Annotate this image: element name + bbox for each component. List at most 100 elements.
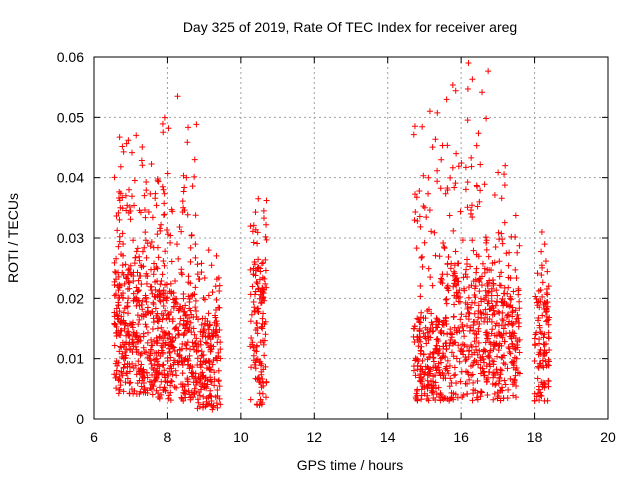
- data-point: [188, 373, 195, 380]
- data-point: [425, 265, 432, 272]
- data-point: [116, 134, 123, 141]
- data-point: [116, 386, 123, 393]
- data-point: [476, 320, 483, 327]
- data-point: [440, 240, 447, 247]
- data-point: [545, 283, 552, 290]
- data-point: [136, 207, 143, 214]
- data-point: [215, 334, 222, 341]
- data-point: [120, 241, 127, 248]
- data-point: [154, 325, 161, 332]
- data-point: [501, 171, 508, 178]
- data-point: [508, 233, 515, 240]
- data-point: [444, 185, 451, 192]
- data-point: [438, 156, 445, 163]
- data-point: [489, 260, 496, 267]
- data-point: [457, 316, 464, 323]
- x-tick-label: 6: [90, 429, 98, 445]
- data-point: [483, 379, 490, 386]
- data-point: [432, 397, 439, 404]
- data-point: [514, 311, 521, 318]
- data-point: [253, 320, 260, 327]
- data-point: [531, 358, 538, 365]
- data-point: [496, 273, 503, 280]
- data-point: [148, 238, 155, 245]
- data-point: [113, 330, 120, 337]
- data-point: [492, 243, 499, 250]
- data-point: [125, 331, 132, 338]
- data-point: [111, 259, 118, 266]
- data-point: [194, 271, 201, 278]
- data-point: [488, 285, 495, 292]
- data-point: [443, 365, 450, 372]
- data-point: [113, 269, 120, 276]
- data-point: [260, 259, 267, 266]
- data-point: [505, 321, 512, 328]
- data-point: [478, 298, 485, 305]
- data-point: [470, 379, 477, 386]
- data-point: [138, 157, 145, 164]
- data-point: [412, 395, 419, 402]
- data-point: [119, 230, 126, 237]
- data-point: [491, 192, 498, 199]
- data-point: [476, 288, 483, 295]
- data-point: [195, 347, 202, 354]
- data-point: [508, 320, 515, 327]
- data-point: [111, 292, 118, 299]
- data-point: [422, 363, 429, 370]
- data-point: [251, 261, 258, 268]
- data-point: [516, 370, 523, 377]
- data-point: [414, 333, 421, 340]
- data-point: [440, 343, 447, 350]
- data-point: [430, 349, 437, 356]
- data-point: [429, 282, 436, 289]
- data-point: [429, 350, 436, 357]
- data-point: [542, 309, 549, 316]
- data-point: [455, 163, 462, 170]
- data-point: [540, 301, 547, 308]
- data-point: [179, 304, 186, 311]
- data-point: [200, 393, 207, 400]
- data-point: [469, 76, 476, 83]
- data-point: [138, 361, 145, 368]
- data-point: [538, 271, 545, 278]
- data-point: [151, 378, 158, 385]
- data-point: [473, 182, 480, 189]
- data-point: [481, 181, 488, 188]
- data-point: [455, 324, 462, 331]
- data-point: [414, 315, 421, 322]
- data-point: [181, 308, 188, 315]
- data-point: [433, 367, 440, 374]
- data-point: [438, 391, 445, 398]
- data-point: [169, 208, 176, 215]
- data-point: [475, 130, 482, 137]
- data-point: [418, 396, 425, 403]
- data-point: [435, 384, 442, 391]
- data-point: [425, 366, 432, 373]
- data-point: [468, 154, 475, 161]
- data-point: [471, 357, 478, 364]
- data-point: [171, 383, 178, 390]
- data-point: [476, 198, 483, 205]
- data-point: [436, 253, 443, 260]
- data-point: [172, 325, 179, 332]
- data-point: [190, 343, 197, 350]
- data-point: [187, 396, 194, 403]
- data-point: [544, 317, 551, 324]
- data-point: [439, 354, 446, 361]
- data-point: [190, 394, 197, 401]
- data-point: [513, 315, 520, 322]
- data-point: [175, 255, 182, 262]
- data-point: [126, 203, 133, 210]
- data-point: [182, 355, 189, 362]
- data-point: [258, 291, 265, 298]
- data-point: [198, 352, 205, 359]
- data-point: [470, 386, 477, 393]
- data-point: [471, 338, 478, 345]
- data-point: [500, 360, 507, 367]
- data-point: [133, 391, 140, 398]
- data-point: [507, 295, 514, 302]
- data-point: [158, 278, 165, 285]
- data-point: [206, 321, 213, 328]
- data-point: [463, 313, 470, 320]
- data-point: [149, 381, 156, 388]
